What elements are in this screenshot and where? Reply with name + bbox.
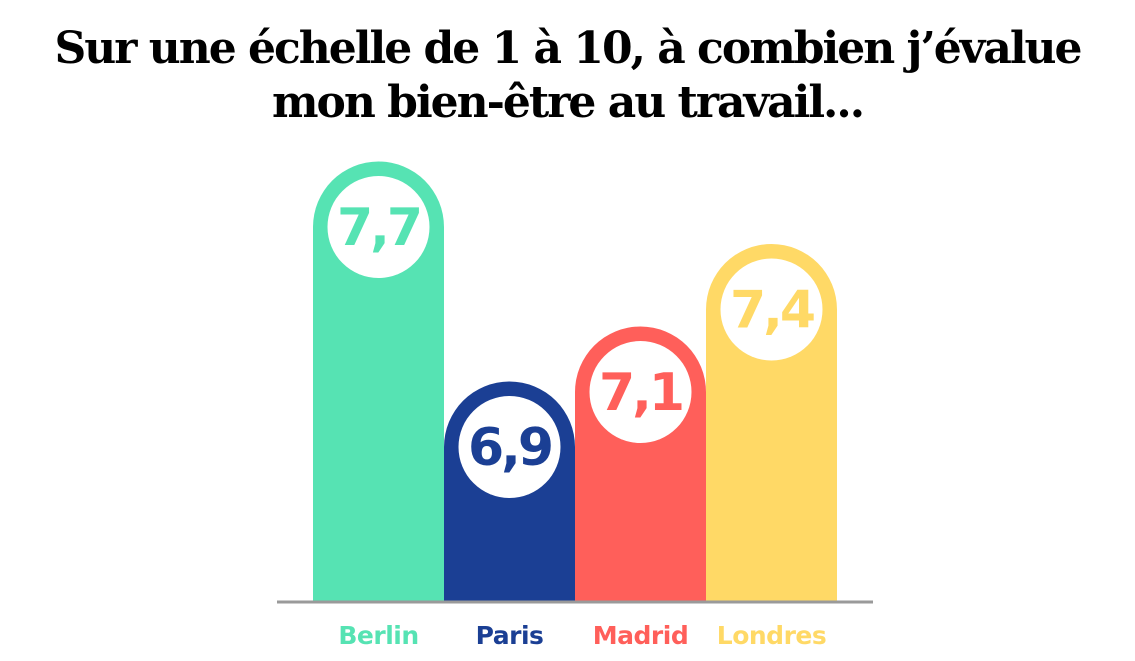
category-label-londres: Londres (717, 621, 826, 650)
value-label-madrid: 7,1 (599, 363, 682, 423)
value-badge-madrid (589, 341, 692, 443)
chart-title: Sur une échelle de 1 à 10, à combien j’é… (0, 22, 1135, 130)
bar-berlin (313, 161, 444, 601)
category-label-paris: Paris (476, 621, 544, 650)
value-badge-paris (458, 396, 561, 498)
category-label-berlin: Berlin (338, 621, 418, 650)
value-label-paris: 6,9 (468, 418, 551, 478)
value-label-berlin: 7,7 (337, 198, 420, 258)
chart-title-line-2: mon bien-être au travail... (271, 77, 865, 128)
value-label-londres: 7,4 (730, 281, 814, 341)
chart-title-line-1: Sur une échelle de 1 à 10, à combien j’é… (54, 23, 1082, 74)
value-badge-berlin (327, 176, 430, 278)
category-label-madrid: Madrid (593, 621, 688, 650)
value-badge-londres (720, 258, 823, 361)
